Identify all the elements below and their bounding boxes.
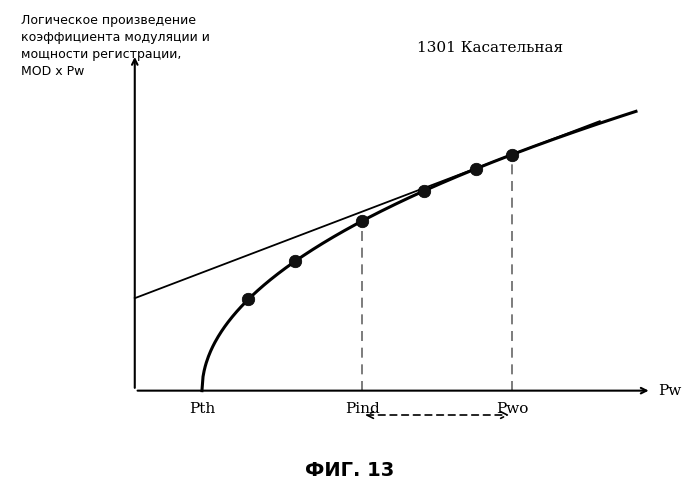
Text: Логическое произведение
коэффициента модуляции и
мощности регистрации,
MOD x Pw: Логическое произведение коэффициента мод…: [21, 14, 210, 78]
Text: ФИГ. 13: ФИГ. 13: [305, 461, 394, 481]
Text: Pth: Pth: [189, 401, 215, 416]
Text: Pw: Pw: [658, 384, 682, 398]
Text: Pwo: Pwo: [496, 401, 528, 416]
Text: 1301 Касательная: 1301 Касательная: [417, 41, 563, 55]
Text: Pind: Pind: [345, 401, 380, 416]
